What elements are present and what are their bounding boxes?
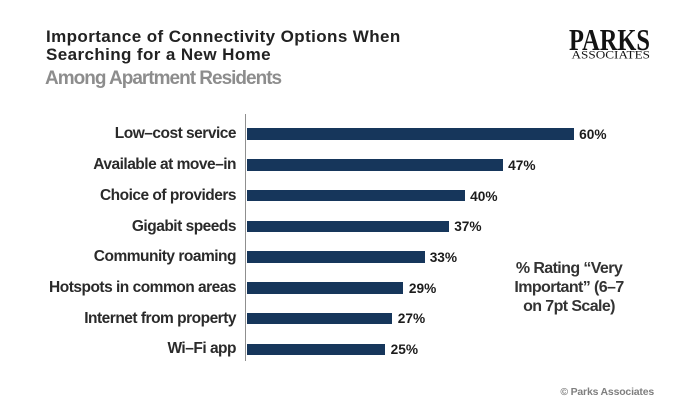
svg-text:ASSOCIATES: ASSOCIATES bbox=[572, 47, 651, 61]
svg-text:PARKS: PARKS bbox=[569, 22, 650, 57]
